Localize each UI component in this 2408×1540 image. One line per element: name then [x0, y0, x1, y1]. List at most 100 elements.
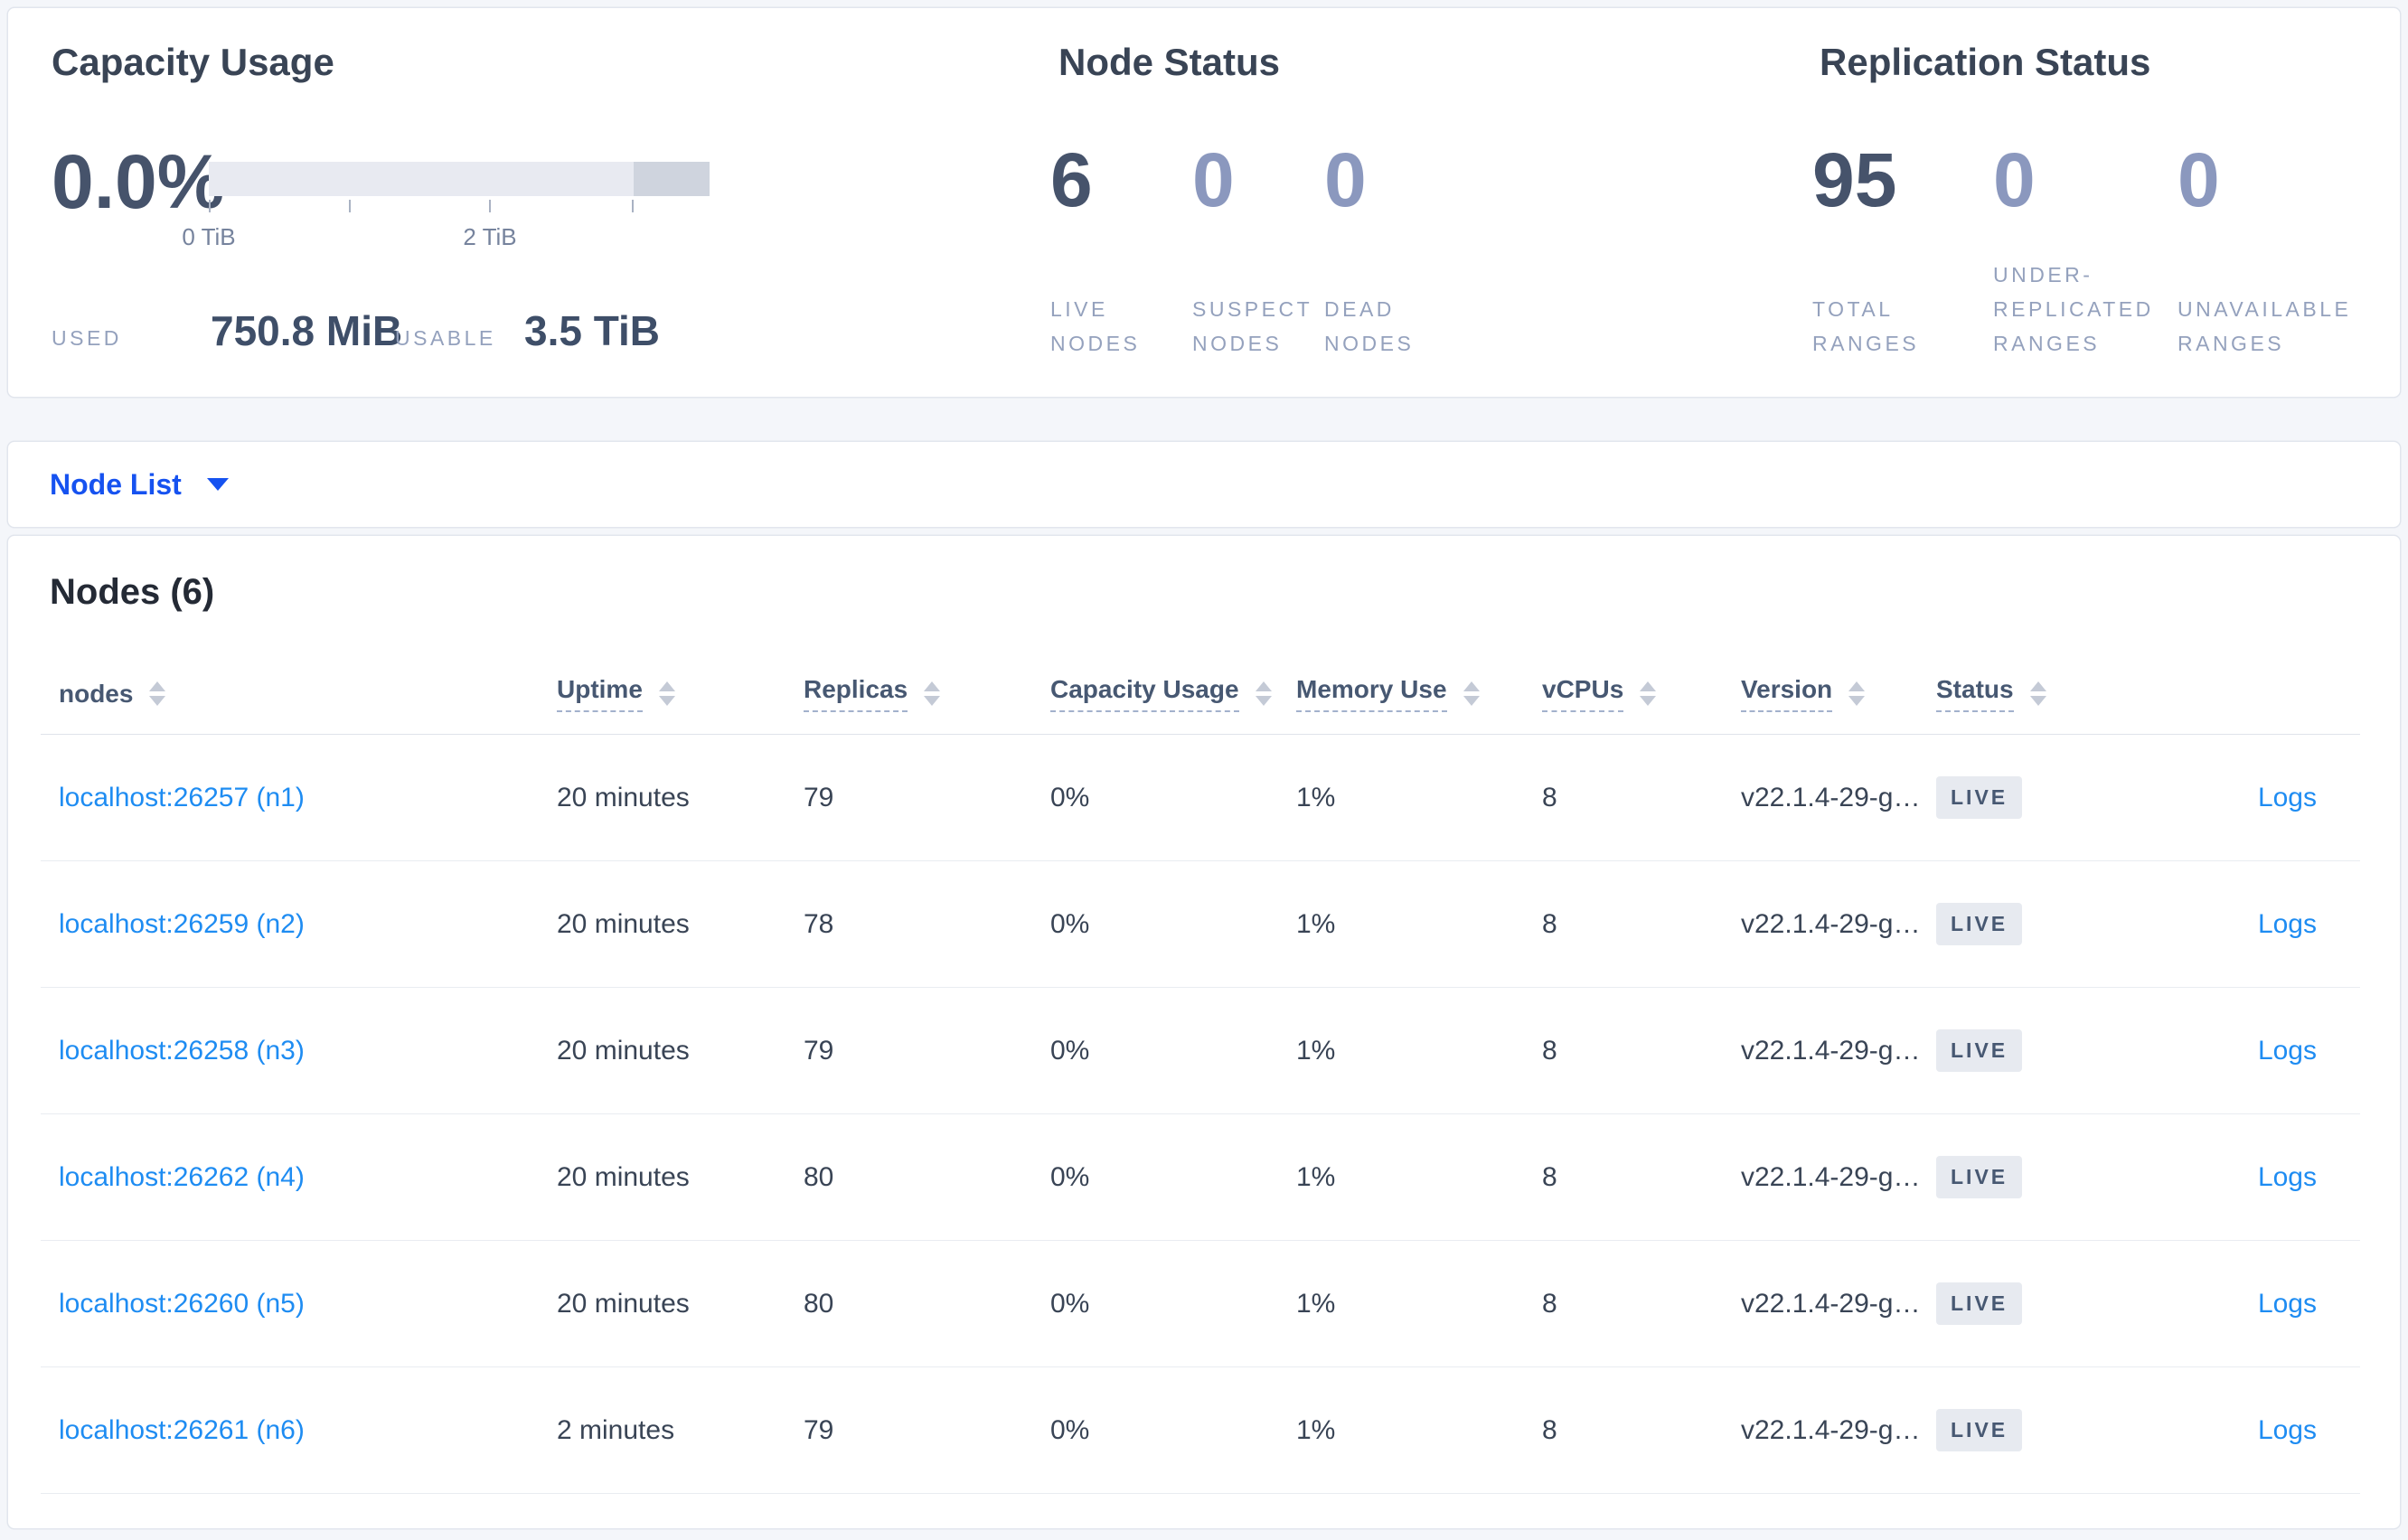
axis-tick-mark: [632, 200, 634, 212]
view-selector-dropdown[interactable]: Node List: [50, 468, 229, 502]
node-stat-label-line: LIVE: [1050, 297, 1108, 321]
cell-version: v22.1.4-29-g…: [1741, 1161, 1921, 1192]
view-selector-card: Node List: [7, 441, 2401, 528]
sort-icon[interactable]: [2029, 681, 2046, 706]
sort-icon[interactable]: [1255, 681, 1272, 706]
view-selector-label: Node List: [50, 467, 182, 501]
cell-capacity_usage: 0%: [1050, 1161, 1090, 1192]
cell-logs: Logs: [2147, 1289, 2360, 1319]
replication-status-title: Replication Status: [1820, 41, 2151, 83]
sort-asc-arrow-icon: [658, 681, 675, 691]
axis-tick-mark: [489, 200, 491, 212]
replication-stat-label-0: TOTAL RANGES: [1812, 292, 1919, 361]
column-header-vcpus[interactable]: vCPUs: [1542, 675, 1741, 712]
replication-stat-value-2: 0: [2178, 137, 2220, 222]
sort-icon[interactable]: [924, 681, 941, 706]
status-badge: LIVE: [1936, 1029, 2023, 1072]
cell-memory_use: 1%: [1296, 908, 1336, 939]
cell-version: v22.1.4-29-g…: [1741, 1414, 1921, 1445]
sort-icon[interactable]: [1640, 681, 1657, 706]
replication-stat-label-line: RANGES: [2178, 332, 2285, 355]
axis-tick-mark: [349, 200, 351, 212]
node-link[interactable]: localhost:26259 (n2): [59, 908, 305, 939]
node-stat-label-line: NODES: [1192, 332, 1283, 355]
sort-icon[interactable]: [149, 681, 166, 706]
logs-link[interactable]: Logs: [2257, 1035, 2317, 1066]
replication-stat-value-0: 95: [1812, 137, 1897, 222]
table-header-row: nodes Uptime Replicas Capacity Usage Memory …: [41, 653, 2360, 735]
capacity-bar-dark-segment: [634, 162, 710, 196]
cell-node: localhost:26259 (n2): [41, 909, 557, 940]
table-row: localhost:26261 (n6) 2 minutes 79 0% 1% 8 v22.…: [41, 1367, 2360, 1494]
replication-stat-label-line: UNDER-: [1993, 263, 2093, 286]
cell-uptime: 20 minutes: [557, 782, 690, 812]
sort-icon[interactable]: [1848, 681, 1866, 706]
column-header-capacity_usage[interactable]: Capacity Usage: [1050, 675, 1296, 712]
sort-asc-arrow-icon: [149, 681, 166, 691]
column-header-node[interactable]: nodes: [41, 680, 557, 709]
node-stat-value-0: 6: [1050, 137, 1093, 222]
node-status-title: Node Status: [1058, 41, 1281, 83]
sort-desc-arrow-icon: [149, 696, 166, 706]
caret-down-icon: [206, 478, 229, 491]
logs-link[interactable]: Logs: [2257, 782, 2317, 812]
sort-icon[interactable]: [1463, 681, 1480, 706]
replication-stat-label-1: UNDER- REPLICATED RANGES: [1993, 258, 2154, 361]
logs-link[interactable]: Logs: [2257, 1414, 2317, 1445]
node-link[interactable]: localhost:26262 (n4): [59, 1161, 305, 1192]
cell-memory_use: 1%: [1296, 1161, 1336, 1192]
capacity-axis-ticks: [209, 200, 710, 212]
cell-status: LIVE: [1936, 776, 2147, 819]
table-row: localhost:26259 (n2) 20 minutes 78 0% 1% 8 v22…: [41, 861, 2360, 988]
node-stat-value-2: 0: [1324, 137, 1367, 222]
column-header-replicas[interactable]: Replicas: [804, 675, 1050, 712]
node-link[interactable]: localhost:26258 (n3): [59, 1035, 305, 1066]
replication-stat-label-line: RANGES: [1812, 332, 1920, 355]
logs-link[interactable]: Logs: [2257, 1288, 2317, 1319]
cell-vcpus: 8: [1542, 1414, 1557, 1445]
node-link[interactable]: localhost:26257 (n1): [59, 782, 305, 812]
used-label: USED: [52, 326, 122, 350]
sort-desc-arrow-icon: [924, 696, 941, 706]
cell-vcpus: 8: [1542, 908, 1557, 939]
table-row: localhost:26258 (n3) 20 minutes 79 0% 1% 8 v22…: [41, 988, 2360, 1114]
column-header-label: Status: [1936, 675, 2014, 712]
nodes-table-card: Nodes (6) nodes Uptime Replicas Capacity Us…: [7, 535, 2401, 1529]
cell-status: LIVE: [1936, 1409, 2147, 1451]
column-header-uptime[interactable]: Uptime: [557, 675, 804, 712]
node-stat-label-line: DEAD: [1324, 297, 1395, 321]
node-stat-label-2: DEAD NODES: [1324, 292, 1414, 361]
column-header-version[interactable]: Version: [1741, 675, 1936, 712]
usable-value: 3.5 TiB: [524, 307, 660, 354]
cell-uptime: 2 minutes: [557, 1414, 675, 1445]
cell-version: v22.1.4-29-g…: [1741, 908, 1921, 939]
table-row: localhost:26262 (n4) 20 minutes 80 0% 1% 8 v22…: [41, 1114, 2360, 1241]
cell-node: localhost:26257 (n1): [41, 783, 557, 813]
table-body: localhost:26257 (n1) 20 minutes 79 0% 1% 8 v22…: [41, 735, 2360, 1494]
column-header-memory_use[interactable]: Memory Use: [1296, 675, 1542, 712]
sort-asc-arrow-icon: [1463, 681, 1480, 691]
cell-status: LIVE: [1936, 1156, 2147, 1198]
cell-memory_use: 1%: [1296, 782, 1336, 812]
sort-desc-arrow-icon: [658, 696, 675, 706]
replication-stat-label-line: UNAVAILABLE: [2178, 297, 2352, 321]
column-header-label: Capacity Usage: [1050, 675, 1239, 712]
cell-vcpus: 8: [1542, 1035, 1557, 1066]
cell-replicas: 79: [804, 782, 834, 812]
nodes-table: nodes Uptime Replicas Capacity Usage Memory …: [41, 653, 2360, 1494]
sort-desc-arrow-icon: [1463, 696, 1480, 706]
cell-version: v22.1.4-29-g…: [1741, 1035, 1921, 1066]
column-header-status[interactable]: Status: [1936, 675, 2147, 712]
logs-link[interactable]: Logs: [2257, 908, 2317, 939]
status-badge: LIVE: [1936, 1409, 2023, 1451]
cell-replicas: 79: [804, 1035, 834, 1066]
logs-link[interactable]: Logs: [2257, 1161, 2317, 1192]
node-link[interactable]: localhost:26261 (n6): [59, 1414, 305, 1445]
usable-label: USABLE: [395, 326, 496, 350]
node-link[interactable]: localhost:26260 (n5): [59, 1288, 305, 1319]
sort-desc-arrow-icon: [1848, 696, 1866, 706]
cell-version: v22.1.4-29-g…: [1741, 782, 1921, 812]
node-stat-label-0: LIVE NODES: [1050, 292, 1140, 361]
sort-icon[interactable]: [658, 681, 675, 706]
